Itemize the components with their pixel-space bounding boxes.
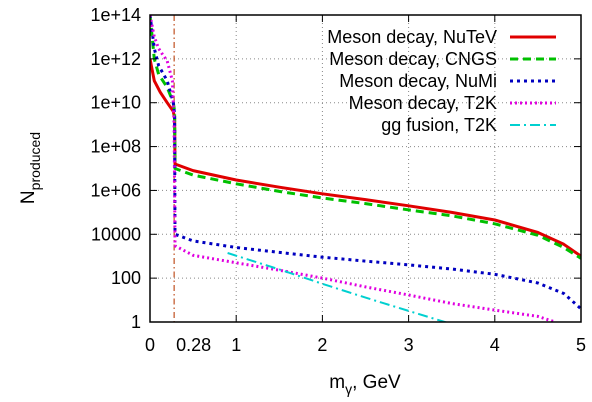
legend-label: Meson decay, NuMi <box>339 71 497 91</box>
x-tick-label: 4 <box>490 335 500 355</box>
y-tick-label: 1e+06 <box>90 180 141 200</box>
series-layer <box>150 15 581 322</box>
series-line-1 <box>150 58 581 258</box>
legend-label: Meson decay, CNGS <box>329 49 497 69</box>
y-axis-label-main: N <box>18 190 39 204</box>
x-tick-label: 5 <box>576 335 586 355</box>
y-axis-label-sub: produced <box>27 132 43 190</box>
x-axis-label: mγ, GeV <box>329 372 401 397</box>
y-tick-label: 1 <box>131 312 141 332</box>
x-axis-label-main: m <box>329 372 345 393</box>
x-tick-label: 0 <box>145 335 155 355</box>
x-tick-label: 1 <box>231 335 241 355</box>
y-tick-label: 1e+14 <box>90 5 141 25</box>
legend-label: gg fusion, T2K <box>381 115 497 135</box>
y-tick-label: 1e+10 <box>90 93 141 113</box>
y-tick-label: 1e+12 <box>90 49 141 69</box>
plot-frame <box>149 14 582 323</box>
x-tick-label: 2 <box>317 335 327 355</box>
x-axis-label-suffix: , GeV <box>352 372 401 393</box>
y-tick-label: 10000 <box>91 224 141 244</box>
series-line-5 <box>227 252 449 322</box>
y-tick-label: 1e+08 <box>90 137 141 157</box>
series-line-4 <box>150 15 556 322</box>
threshold-label: 0.28 <box>176 335 211 355</box>
ticks: 0 1 2 3 4 51100100001e+061e+081e+101e+121e+14… <box>90 5 586 355</box>
y-axis-label: Nproduced <box>18 132 43 204</box>
legend-label: Meson decay, NuTeV <box>327 27 497 47</box>
y-tick-label: 100 <box>111 268 141 288</box>
legend-label: Meson decay, T2K <box>349 93 497 113</box>
x-tick-label: 3 <box>404 335 414 355</box>
x-axis-label-sub: γ <box>345 381 352 397</box>
series-line-3 <box>150 15 581 310</box>
